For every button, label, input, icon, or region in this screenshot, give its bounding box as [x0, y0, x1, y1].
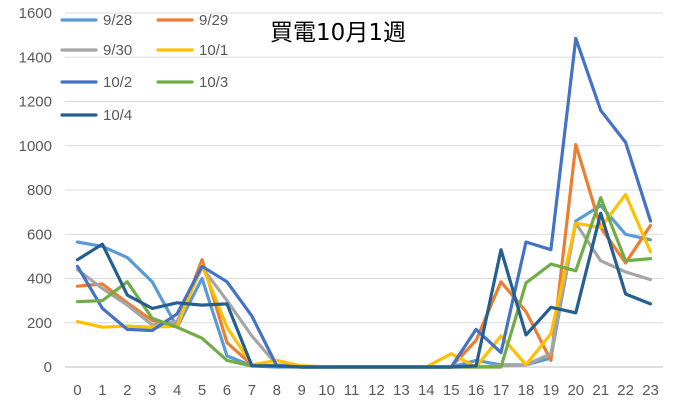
x-tick-label: 2 — [123, 382, 131, 399]
series-lines — [75, 36, 653, 369]
x-tick-label: 15 — [443, 382, 460, 399]
x-tick-label: 17 — [493, 382, 510, 399]
x-tick-label: 5 — [198, 382, 206, 399]
legend-label: 9/29 — [199, 12, 228, 29]
x-tick-label: 18 — [518, 382, 535, 399]
series-line — [75, 211, 653, 369]
x-tick-label: 22 — [617, 382, 634, 399]
x-tick-label: 16 — [468, 382, 485, 399]
y-axis: 0 200 400 600 800 1000 1200 1400 1600 — [19, 5, 52, 376]
legend-label: 10/4 — [103, 107, 132, 124]
legend-label: 10/2 — [103, 74, 132, 91]
x-tick-label: 3 — [148, 382, 156, 399]
x-tick-label: 8 — [273, 382, 281, 399]
y-tick-label: 800 — [27, 182, 52, 199]
x-tick-label: 1 — [98, 382, 106, 399]
x-tick-label: 4 — [173, 382, 181, 399]
x-tick-label: 21 — [592, 382, 609, 399]
series-line — [75, 36, 653, 369]
x-tick-label: 9 — [298, 382, 306, 399]
x-tick-label: 10 — [318, 382, 335, 399]
y-tick-label: 0 — [44, 359, 52, 376]
y-tick-label: 600 — [27, 226, 52, 243]
x-tick-label: 11 — [344, 382, 360, 399]
x-tick-label: 13 — [393, 382, 410, 399]
x-tick-label: 7 — [248, 382, 256, 399]
x-axis: 0 1 2 3 4 5 6 7 8 9 10 11 12 13 14 15 16 17 18 19 20 21 22 23 — [73, 382, 659, 399]
x-tick-label: 6 — [223, 382, 231, 399]
x-tick-label: 12 — [368, 382, 385, 399]
x-tick-label: 23 — [642, 382, 659, 399]
y-tick-label: 1000 — [19, 138, 52, 155]
series-line — [75, 143, 653, 369]
y-tick-label: 200 — [27, 315, 52, 332]
legend-label: 9/28 — [103, 12, 132, 29]
chart-title: 買電10月1週 — [270, 20, 406, 46]
y-tick-label: 1600 — [19, 5, 52, 22]
y-tick-label: 1200 — [19, 94, 52, 111]
x-tick-label: 19 — [543, 382, 560, 399]
y-tick-label: 1400 — [19, 49, 52, 66]
x-tick-label: 0 — [73, 382, 81, 399]
x-tick-label: 14 — [418, 382, 435, 399]
y-tick-label: 400 — [27, 271, 52, 288]
legend-label: 10/1 — [199, 42, 228, 59]
legend-label: 10/3 — [199, 74, 228, 91]
x-tick-label: 20 — [567, 382, 584, 399]
legend: 9/28 9/29 9/30 10/1 10/2 10/3 10/4 — [60, 12, 228, 124]
legend-label: 9/30 — [103, 42, 132, 59]
